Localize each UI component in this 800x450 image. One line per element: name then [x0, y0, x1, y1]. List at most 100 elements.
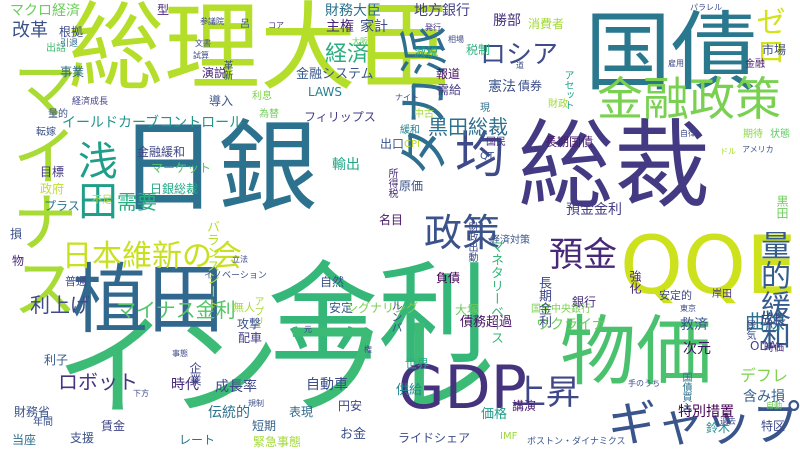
word: お金 [340, 427, 367, 442]
word: 財務大臣 [325, 3, 381, 19]
word: 文書 [195, 39, 211, 48]
word: ロボット [58, 370, 138, 394]
word: 金融システム [296, 67, 374, 82]
word: 無人 [233, 301, 255, 314]
word: QT [480, 151, 494, 162]
word: 債務超過 [460, 315, 513, 330]
word: 輸出 [332, 157, 360, 173]
word: 報道 [436, 67, 461, 81]
word: 利息 [252, 91, 272, 102]
word: 特別措置 [678, 404, 734, 420]
word: ルンバ [390, 300, 403, 333]
word: 伝統的 [208, 405, 250, 421]
word: 期待 [743, 129, 763, 140]
word: 安定 [329, 301, 354, 315]
word: 強化 [628, 270, 642, 294]
word: 消費者 [528, 17, 565, 31]
word: 長期金利 [536, 276, 551, 328]
word: 負債 [436, 271, 461, 285]
word: 物価 [560, 307, 712, 396]
word: 時代 [171, 377, 199, 393]
word: 債券 [518, 79, 543, 93]
word: 曲線 [745, 310, 785, 334]
word: 日銀総裁 [150, 182, 199, 196]
word: 利上げ [30, 293, 90, 317]
word: アメリカ [742, 145, 774, 154]
word: 講演 [512, 399, 537, 413]
word: 円安 [338, 399, 363, 413]
word: インフレ [56, 303, 501, 433]
word: 財政 [548, 99, 568, 110]
word: 利子 [44, 353, 69, 367]
word: 経済対策 [490, 235, 530, 246]
word: 損 [10, 227, 23, 241]
word: マネタリーベース [488, 240, 503, 344]
word: 主権 [326, 19, 354, 35]
word: 自律 [680, 129, 696, 138]
word: 預金 [549, 235, 617, 275]
word: 呂 [240, 19, 250, 30]
word: GDP [398, 353, 527, 423]
word: バランスシート [204, 220, 219, 311]
word: QQE [620, 219, 797, 312]
word: 配車 [238, 331, 263, 345]
word: 日銀 [118, 109, 318, 226]
word: 金利 [268, 251, 488, 379]
word: 短期 [252, 419, 277, 433]
word: 所得税 [386, 168, 397, 198]
word: 総理大臣 [68, 0, 452, 104]
word: 原価 [399, 179, 424, 193]
word: 道 [516, 61, 524, 70]
word: 経済成長 [72, 97, 109, 107]
word: 大阪 [352, 37, 368, 46]
word: 物 [12, 254, 25, 268]
word: CPI [404, 139, 420, 150]
word: 賃金 [101, 419, 126, 433]
word: 革新 [221, 60, 232, 80]
word: 成長 [760, 313, 787, 328]
word: 憲法 [488, 79, 516, 95]
word: 中古 [414, 109, 434, 120]
word: 立法 [232, 255, 248, 264]
word: 根拠 [59, 25, 84, 39]
word: 含み損 [743, 389, 785, 405]
word: 次元 [683, 341, 711, 357]
word: 演説 [202, 66, 227, 80]
word: 金融政策 [597, 72, 781, 126]
word: 銀行 [572, 295, 597, 309]
word: ODA [750, 339, 777, 353]
word: 景気 [744, 320, 755, 340]
word: 財務省 [14, 405, 51, 419]
word: 元 [304, 325, 312, 334]
word: マイナス金利 [116, 298, 236, 322]
word: 目標 [40, 165, 65, 179]
word: 状態 [770, 129, 790, 140]
word: 自動車 [306, 377, 348, 393]
word: 経済 [325, 42, 370, 67]
word: 政府 [40, 182, 65, 196]
word: 日本維新の会 [62, 239, 242, 274]
word: ナイト [395, 93, 419, 102]
word: 税制 [466, 43, 491, 57]
word: 国債買入 [680, 372, 691, 412]
word: 供給 [396, 383, 423, 398]
word: 国債 [585, 3, 757, 103]
word: ゼロ [750, 6, 785, 66]
word: アプリ [252, 296, 263, 326]
word: 緊急事態 [253, 435, 302, 449]
word: 改革 [12, 20, 48, 41]
word: 名目 [379, 213, 404, 227]
word: 相場 [448, 35, 464, 44]
word: 事業 [60, 65, 85, 79]
word: デフレ [740, 366, 789, 385]
word: 表現 [289, 405, 314, 419]
word: 東京 [680, 304, 696, 313]
word: 長期国債 [545, 135, 594, 149]
word: 政策 [424, 211, 501, 255]
word: 黒田総裁 [428, 115, 508, 139]
word: 攻撃 [237, 317, 262, 331]
word: 世界 [405, 357, 430, 371]
word: 需要 [117, 190, 157, 214]
word: 量的緩和 [755, 230, 790, 350]
